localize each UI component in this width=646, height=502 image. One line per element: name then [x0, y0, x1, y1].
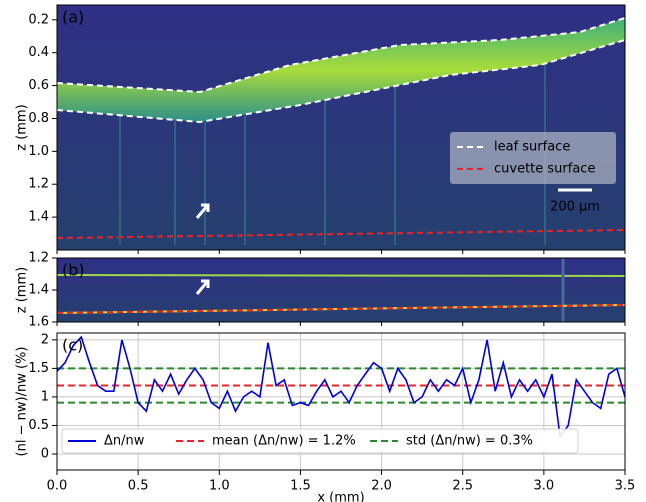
x-tick-label: 3.0 — [534, 479, 555, 494]
panel-label: (b) — [62, 261, 85, 280]
y-axis-label: z (mm) — [15, 267, 30, 313]
legend-box — [61, 428, 579, 454]
x-tick-label: 2.5 — [452, 479, 473, 494]
scale-bar-label: 200 µm — [550, 200, 600, 215]
data-line — [56, 335, 626, 440]
panel-label: (a) — [62, 8, 84, 27]
y-tick-label: 0 — [41, 447, 49, 462]
panel-b-image — [56, 258, 626, 322]
legend-label: Δn/nw — [104, 434, 145, 449]
y-tick-label: 1.4 — [28, 283, 49, 298]
y-tick-label: 1.2 — [28, 177, 49, 192]
y-tick-label: 1.6 — [28, 315, 49, 330]
y-tick-label: 1.4 — [28, 210, 49, 225]
y-tick-label: 1.0 — [28, 144, 49, 159]
x-tick-label: 1.5 — [290, 479, 311, 494]
y-tick-label: 1.2 — [28, 251, 49, 266]
panel-a-image — [56, 5, 626, 250]
x-tick-label: 0.5 — [128, 479, 149, 494]
y-axis-label: (nl − nw)/nw (%) — [15, 347, 30, 457]
x-tick-label: 0.0 — [47, 479, 68, 494]
y-tick-label: 0.2 — [28, 12, 49, 27]
y-tick-label: 1 — [41, 389, 49, 404]
y-tick-label: 2 — [41, 332, 49, 347]
y-tick-label: 0.4 — [28, 45, 49, 60]
panel-label: (c) — [62, 336, 83, 355]
plot-frame — [56, 257, 626, 323]
y-tick-label: 0.8 — [28, 111, 49, 126]
y-axis-label: z (mm) — [15, 104, 30, 150]
plot-frame — [56, 4, 626, 251]
y-tick-label: 0.5 — [28, 418, 49, 433]
y-tick-label: 1.5 — [28, 361, 49, 376]
x-tick-label: 3.5 — [615, 479, 636, 494]
y-tick-label: 0.6 — [28, 78, 49, 93]
x-axis-label: x (mm) — [317, 491, 364, 502]
legend-label: std (Δn/nw) = 0.3% — [406, 434, 533, 449]
legend-label: mean (Δn/nw) = 1.2% — [212, 434, 356, 449]
plot-frame — [56, 332, 626, 471]
x-tick-label: 2.0 — [371, 479, 392, 494]
legend-label: cuvette surface — [494, 162, 595, 177]
x-tick-label: 1.0 — [209, 479, 230, 494]
legend-label: leaf surface — [494, 140, 570, 155]
